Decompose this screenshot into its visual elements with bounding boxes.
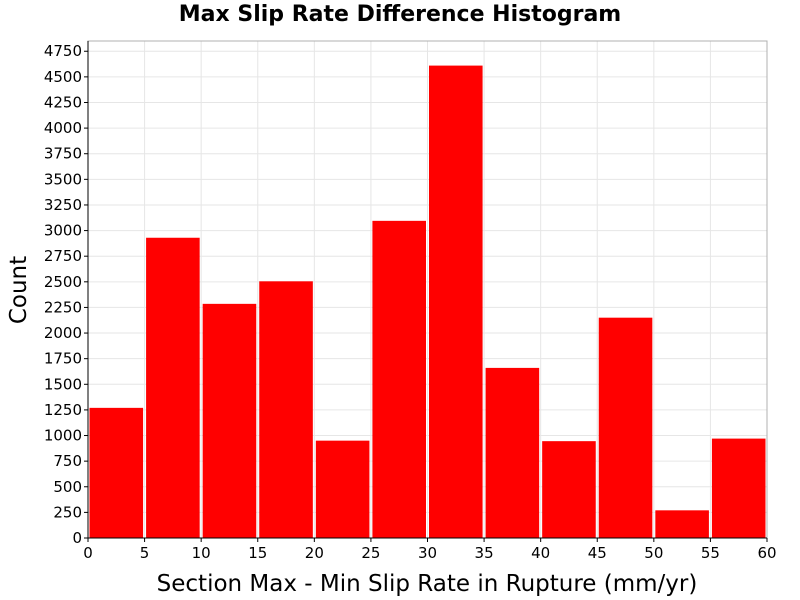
y-tick-label: 2250 <box>44 298 82 316</box>
bars <box>89 65 766 538</box>
y-axis-ticks: 0 250 500 750 1000 1250 1500 1750 2000 2250 2500 27… <box>44 42 88 547</box>
y-tick-label: 3000 <box>44 222 82 240</box>
x-tick-label: 55 <box>701 544 720 562</box>
histogram-bar <box>542 441 596 538</box>
y-tick-label: 1250 <box>44 401 82 419</box>
y-axis-title: Count <box>6 256 32 324</box>
x-tick-label: 35 <box>475 544 494 562</box>
x-tick-label: 15 <box>248 544 267 562</box>
x-tick-label: 60 <box>757 544 776 562</box>
y-tick-label: 3500 <box>44 170 82 188</box>
histogram-bar <box>202 303 257 538</box>
chart-title: Max Slip Rate Difference Histogram <box>178 2 622 27</box>
grid-lines <box>87 41 768 539</box>
y-tick-label: 2000 <box>44 324 82 342</box>
y-tick-label: 4750 <box>44 42 82 60</box>
x-tick-label: 5 <box>140 544 150 562</box>
y-tick-label: 3750 <box>44 145 82 163</box>
y-tick-label: 4000 <box>44 119 82 137</box>
x-tick-label: 45 <box>588 544 607 562</box>
histogram-bar <box>429 65 483 538</box>
histogram-bar <box>711 438 766 538</box>
y-tick-label: 1500 <box>44 375 82 393</box>
histogram-bar <box>89 407 144 538</box>
y-tick-label: 4500 <box>44 68 82 86</box>
x-tick-label: 20 <box>305 544 324 562</box>
x-tick-label: 40 <box>531 544 550 562</box>
x-axis-title: Section Max - Min Slip Rate in Rupture (… <box>157 571 698 597</box>
x-tick-label: 30 <box>418 544 437 562</box>
y-tick-label: 750 <box>53 452 82 470</box>
histogram-bar <box>598 317 653 538</box>
y-tick-label: 0 <box>72 529 82 547</box>
histogram-bar <box>259 281 313 538</box>
y-tick-label: 4250 <box>44 93 82 111</box>
x-tick-label: 25 <box>361 544 380 562</box>
x-tick-label: 50 <box>644 544 663 562</box>
y-tick-label: 3250 <box>44 196 82 214</box>
histogram-bar <box>315 440 370 538</box>
y-tick-label: 1000 <box>44 427 82 445</box>
x-axis-ticks: 0 5 10 15 20 25 30 35 40 45 50 55 60 <box>83 538 777 562</box>
histogram-bar <box>655 510 709 538</box>
histogram-bar <box>146 237 200 538</box>
x-tick-label: 10 <box>192 544 211 562</box>
y-tick-label: 1750 <box>44 350 82 368</box>
y-tick-label: 2500 <box>44 273 82 291</box>
histogram-bar <box>485 367 540 538</box>
y-tick-label: 250 <box>53 503 82 521</box>
y-tick-label: 2750 <box>44 247 82 265</box>
x-tick-label: 0 <box>83 544 93 562</box>
histogram-bar <box>372 220 426 538</box>
y-tick-label: 500 <box>53 478 82 496</box>
